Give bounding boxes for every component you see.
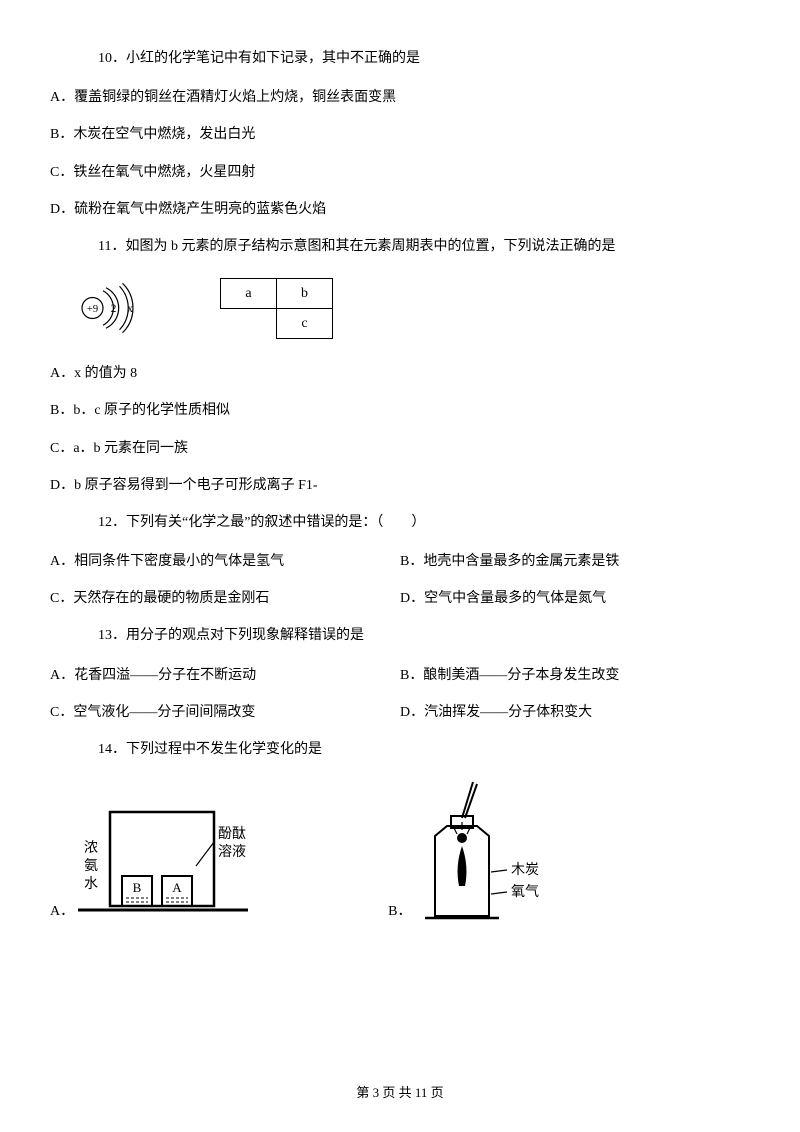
- footer-pre: 第: [356, 1085, 372, 1100]
- cell-c: c: [277, 308, 333, 338]
- q14-figure-a: A． B A 浓 氨 水 酚酞 溶液: [50, 806, 248, 926]
- q11-option-d: D．b 原子容易得到一个电子可形成离子 F1-: [50, 473, 750, 498]
- periodic-mini-table: a b c: [220, 278, 333, 339]
- q10-option-b: B．木炭在空气中燃烧，发出白光: [50, 122, 750, 147]
- figB-t2: 氧气: [511, 884, 539, 900]
- q10-option-a: A．覆盖铜绿的铜丝在酒精灯火焰上灼烧，铜丝表面变黑: [50, 85, 750, 110]
- figA-left-top: 浓: [84, 840, 98, 856]
- atom-shell1-text: 2: [111, 303, 117, 315]
- q12-option-b: B．地壳中含量最多的金属元素是铁: [400, 549, 750, 574]
- page-footer: 第 3 页 共 11 页: [0, 1081, 800, 1104]
- q14-figure-b: B． 木炭 氧气: [388, 776, 555, 926]
- footer-post: 页: [427, 1085, 443, 1100]
- figB-t1: 木炭: [511, 862, 539, 878]
- figA-left-bot: 水: [84, 876, 98, 892]
- atom-shell2-text: x: [127, 303, 133, 315]
- q14-label-b: B．: [388, 899, 411, 924]
- q12-option-d: D．空气中含量最多的气体是氮气: [400, 586, 750, 611]
- q11-stem: 11．如图为 b 元素的原子结构示意图和其在元素周期表中的位置，下列说法正确的是: [98, 234, 750, 259]
- q10-stem: 10．小红的化学笔记中有如下记录，其中不正确的是: [98, 46, 750, 71]
- cell-a: a: [221, 278, 277, 308]
- q13-stem: 13．用分子的观点对下列现象解释错误的是: [98, 623, 750, 648]
- q13-option-a: A．花香四溢——分子在不断运动: [50, 663, 400, 688]
- atom-diagram: +9 2 x: [70, 273, 160, 343]
- q14-label-a: A．: [50, 899, 74, 924]
- q13-option-d: D．汽油挥发——分子体积变大: [400, 700, 750, 725]
- figA-a-label: A: [172, 880, 182, 895]
- q12-stem: 12．下列有关“化学之最”的叙述中错误的是：（ ）: [98, 510, 750, 535]
- q14-svg-a: B A 浓 氨 水 酚酞 溶液: [78, 806, 248, 926]
- footer-total: 11: [415, 1085, 428, 1100]
- q10-option-c: C．铁丝在氧气中燃烧，火星四射: [50, 160, 750, 185]
- q12-option-a: A．相同条件下密度最小的气体是氢气: [50, 549, 400, 574]
- q13-option-b: B．酿制美酒——分子本身发生改变: [400, 663, 750, 688]
- figA-left-mid: 氨: [84, 858, 98, 874]
- footer-mid: 页 共: [379, 1085, 415, 1100]
- figA-right-top: 酚酞: [218, 826, 246, 842]
- q13-option-c: C．空气液化——分子间间隔改变: [50, 700, 400, 725]
- q14-stem: 14．下列过程中不发生化学变化的是: [98, 737, 750, 762]
- q11-option-a: A．x 的值为 8: [50, 361, 750, 386]
- q14-svg-b: 木炭 氧气: [415, 776, 555, 926]
- q10-option-d: D．硫粉在氧气中燃烧产生明亮的蓝紫色火焰: [50, 197, 750, 222]
- figA-right-bot: 溶液: [218, 844, 246, 860]
- q12-option-c: C．天然存在的最硬的物质是金刚石: [50, 586, 400, 611]
- q11-option-b: B．b．c 原子的化学性质相似: [50, 398, 750, 423]
- cell-b: b: [277, 278, 333, 308]
- atom-nucleus-text: +9: [87, 304, 98, 315]
- figA-b-label: B: [133, 880, 142, 895]
- q11-option-c: C．a．b 元素在同一族: [50, 436, 750, 461]
- cell-empty: [221, 308, 277, 338]
